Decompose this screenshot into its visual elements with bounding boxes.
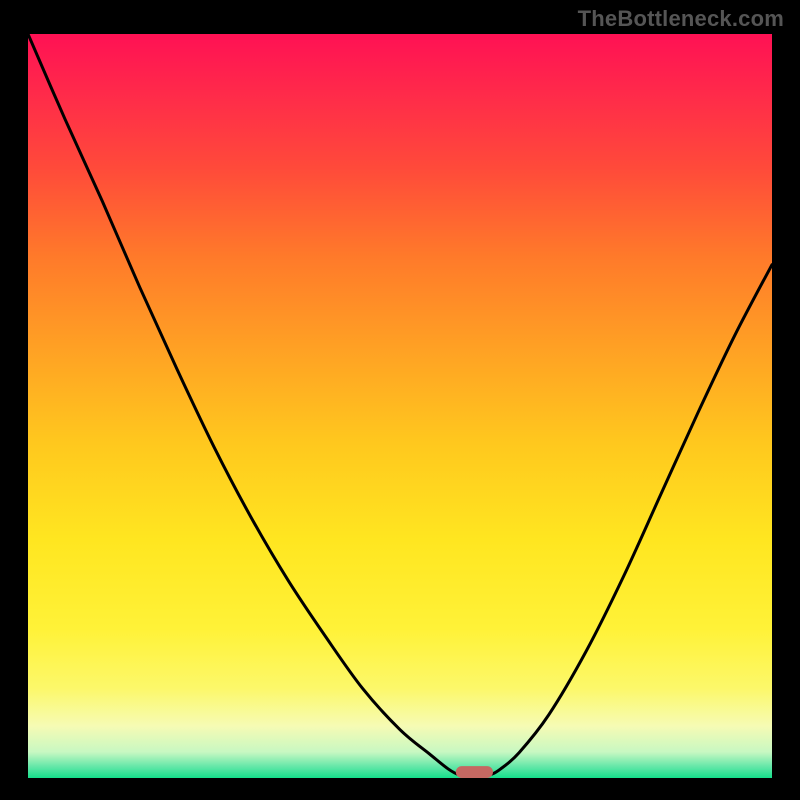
plot-background xyxy=(28,34,772,778)
bottleneck-marker xyxy=(456,766,493,778)
chart-frame: TheBottleneck.com xyxy=(0,0,800,800)
attribution-label: TheBottleneck.com xyxy=(578,6,784,32)
bottleneck-plot-svg xyxy=(28,34,772,778)
plot-area xyxy=(28,34,772,778)
